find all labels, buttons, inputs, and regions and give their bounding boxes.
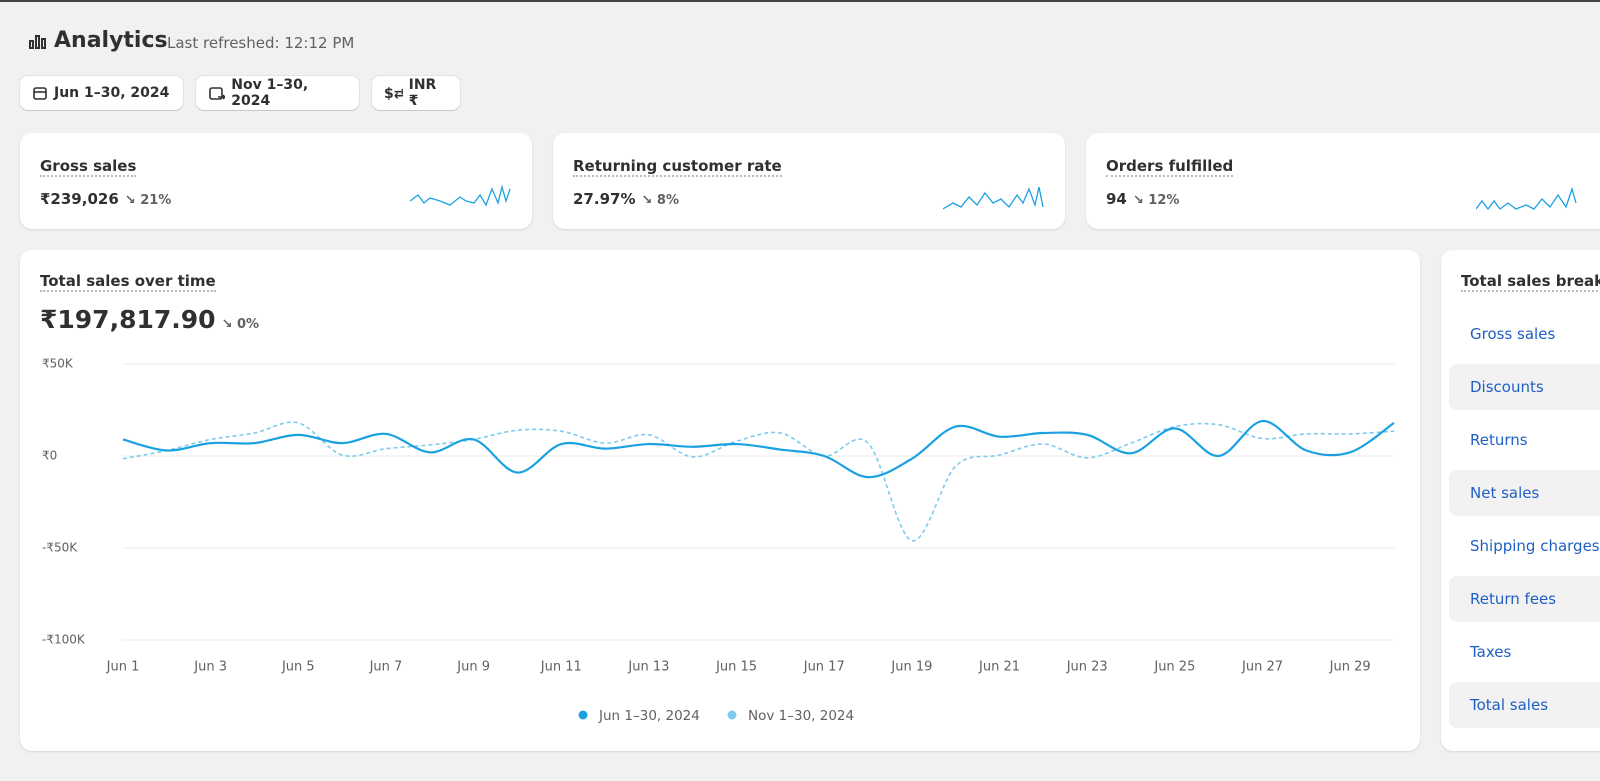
x-tick-label: Jun 27 (1241, 660, 1283, 675)
card-title: Total sales breakdown (1461, 272, 1600, 292)
sparkline (1476, 186, 1577, 211)
breakdown-row[interactable]: Discounts (1449, 364, 1600, 410)
x-tick-label: Jun 13 (627, 660, 669, 675)
change: ↘ 0% (221, 317, 260, 332)
legend-label: Jun 1–30, 2024 (598, 708, 700, 724)
x-tick-label: Jun 11 (540, 660, 582, 675)
x-tick-label: Jun 5 (281, 660, 315, 675)
breakdown-card: Total sales breakdown Gross sales Discoun… (1441, 250, 1600, 751)
x-tick-label: Jun 3 (193, 660, 227, 675)
total-value: ₹197,817.90 ↘ 0% (40, 305, 259, 334)
change: ↘ 21% (124, 193, 172, 208)
metric-value: 27.97% ↘ 8% (573, 190, 679, 208)
x-tick-label: Jun 15 (715, 660, 757, 675)
x-tick-label: Jun 7 (369, 660, 403, 675)
y-tick-label: ₹0 (42, 449, 57, 463)
currency-filter[interactable]: $⇄ INR ₹ (372, 76, 460, 110)
compare-filter[interactable]: Nov 1–30, 2024 (196, 76, 359, 110)
analytics-icon (29, 34, 46, 49)
value: ₹197,817.90 (40, 305, 216, 334)
change-text: 12% (1148, 193, 1180, 208)
x-tick-label: Jun 29 (1329, 660, 1371, 675)
breakdown-row[interactable]: Return fees (1449, 576, 1600, 622)
breakdown-row[interactable]: Shipping charges (1470, 537, 1600, 555)
change-text: 21% (140, 193, 172, 208)
metric-card[interactable]: Gross sales ₹239,026 ↘ 21% (20, 133, 532, 229)
sparkline (410, 184, 511, 207)
breakdown-row[interactable]: Returns (1470, 431, 1528, 449)
series-line (122, 419, 1395, 479)
date-filter[interactable]: Jun 1–30, 2024 (20, 76, 183, 110)
value: ₹239,026 (40, 190, 119, 208)
value: 27.97% (573, 190, 636, 208)
metric-label: Returning customer rate (573, 157, 782, 177)
metric-card[interactable]: Orders fulfilled 94 ↘ 12% (1086, 133, 1600, 229)
svg-text:$⇄: $⇄ (384, 86, 403, 101)
series-line (122, 421, 1395, 542)
refresh-time: Last refreshed: 12:12 PM (167, 34, 355, 52)
x-tick-label: Jun 21 (978, 660, 1020, 675)
calendar-icon (33, 87, 47, 100)
value: 94 (1106, 190, 1127, 208)
x-tick-label: Jun 19 (890, 660, 932, 675)
x-tick-label: Jun 1 (106, 660, 140, 675)
filter-label: INR ₹ (408, 77, 437, 109)
x-tick-label: Jun 17 (803, 660, 845, 675)
breakdown-row[interactable]: Gross sales (1470, 325, 1556, 343)
legend-dot (578, 710, 588, 720)
change: ↘ 12% (1132, 193, 1180, 208)
sparkline (943, 186, 1044, 210)
x-tick-label: Jun 23 (1066, 660, 1108, 675)
legend-label: Nov 1–30, 2024 (748, 708, 854, 724)
breakdown-row[interactable]: Taxes (1470, 643, 1512, 661)
breakdown-row[interactable]: Net sales (1449, 470, 1600, 516)
breakdown-row[interactable]: Total sales (1449, 682, 1600, 728)
metric-card[interactable]: Returning customer rate 27.97% ↘ 8% (553, 133, 1065, 229)
legend-dot (727, 710, 737, 720)
currency-icon: $⇄ (384, 86, 403, 101)
filter-label: Jun 1–30, 2024 (54, 85, 170, 101)
change: ↘ 8% (641, 193, 679, 208)
title-text: Analytics (54, 28, 168, 53)
y-tick-label: -₹50K (42, 541, 78, 555)
metric-value: 94 ↘ 12% (1106, 190, 1179, 208)
line-chart: ₹50K ₹0 -₹50K -₹100K Jun 1 Jun 3 Jun 5 Jun 7 Jun… (42, 357, 1395, 724)
y-tick-label: ₹50K (42, 357, 74, 371)
x-tick-label: Jun 25 (1153, 660, 1195, 675)
metric-label: Orders fulfilled (1106, 157, 1234, 177)
change-text: 0% (236, 317, 260, 332)
metric-value: ₹239,026 ↘ 21% (40, 190, 171, 208)
metric-label: Gross sales (40, 157, 137, 177)
filter-label: Nov 1–30, 2024 (231, 77, 309, 109)
card-title: Total sales over time (40, 272, 216, 292)
change-text: 8% (656, 193, 679, 208)
sales-chart-card: Total sales over time ₹197,817.90 ↘ 0% ₹5… (20, 250, 1420, 751)
page-title: Analytics (28, 28, 168, 53)
x-tick-label: Jun 9 (456, 660, 490, 675)
compare-icon (209, 87, 226, 100)
y-tick-label: -₹100K (42, 633, 86, 647)
